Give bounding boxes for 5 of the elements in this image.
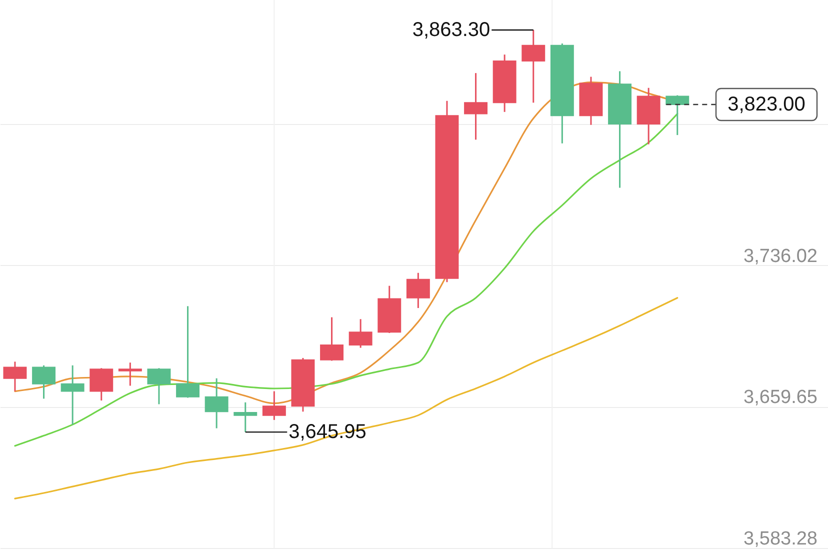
y-tick-label: 3,659.65 xyxy=(744,387,818,408)
annotation: 3,863.30 xyxy=(412,18,490,41)
y-tick-label: 3,583.28 xyxy=(744,528,818,550)
ref-line-label: 3,823.00 xyxy=(728,94,806,116)
y-tick-label: 3,736.02 xyxy=(744,246,818,267)
